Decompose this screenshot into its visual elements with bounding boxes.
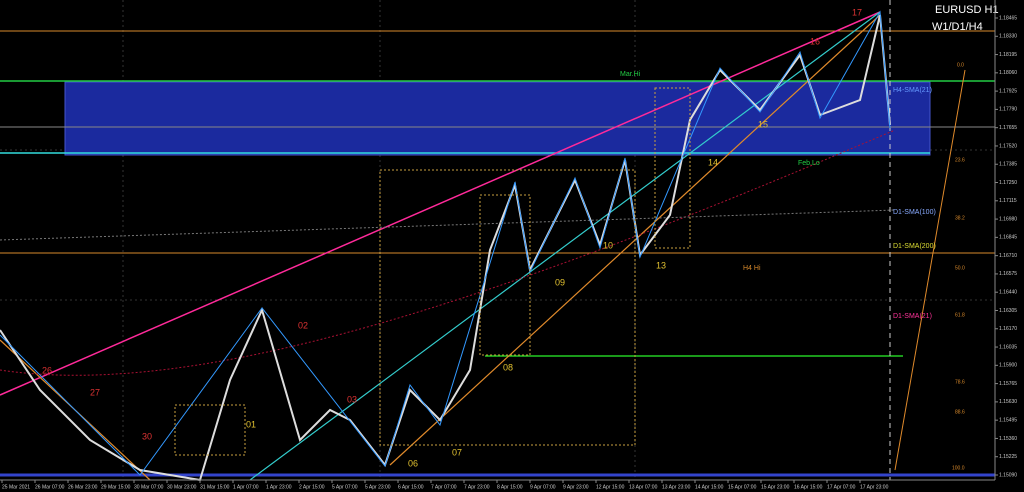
wave-label: 16 [810,36,820,46]
price-label: 1.15225 [999,454,1017,460]
time-label: 15 Apr 07:00 [728,484,757,490]
price-label: 1.18465 [999,15,1017,21]
level-label: D1-SMA(21) [893,313,932,320]
fib-label: 38.2 [955,215,965,221]
wave-label: 08 [503,362,513,372]
price-label: 1.16035 [999,344,1017,350]
fib-label: 88.6 [955,409,965,415]
level-label: D1-SMA(100) [893,209,936,216]
wave-label: 02 [298,320,308,330]
symbol: EURUSD H1 [935,4,999,16]
wave-label: 01 [246,419,256,429]
time-label: 13 Apr 23:00 [662,484,691,490]
price-label: 1.15765 [999,381,1017,387]
time-label: 15 Apr 23:00 [761,484,790,490]
price-label: 1.17115 [999,198,1017,204]
price-path [0,14,891,482]
level-label: H4-SMA(21) [893,87,932,94]
price-label: 1.18060 [999,70,1017,76]
price-label: 1.18195 [999,52,1017,58]
price-label: 1.16440 [999,290,1017,296]
price-label: 1.17655 [999,125,1017,131]
time-label: 26 Mar 23:00 [68,484,98,490]
fib-label: 23.6 [955,157,965,163]
time-label: 9 Apr 23:00 [563,484,589,490]
time-label: 9 Apr 07:00 [530,484,556,490]
price-label: 1.15360 [999,436,1017,442]
time-label: 12 Apr 15:00 [596,484,625,490]
price-label: 1.17790 [999,107,1017,113]
wave-label: 07 [452,447,462,457]
wave-label: 03 [347,394,357,404]
time-label: 7 Apr 07:00 [431,484,457,490]
wave-label: 13 [656,260,666,270]
wave-label: 30 [142,431,152,441]
price-label: 1.15090 [999,472,1017,478]
time-label: 1 Apr 23:00 [266,484,292,490]
price-label: 1.16710 [999,253,1017,259]
wave-label: 27 [90,387,100,397]
wave-label: 10 [603,240,613,250]
time-label: 30 Mar 23:00 [167,484,197,490]
range-box [64,81,931,156]
fib-label: 0.0 [957,62,964,68]
price-label: 1.18330 [999,34,1017,40]
time-label: 5 Apr 23:00 [365,484,391,490]
sma-line [0,129,896,376]
level-label: Feb.Lo [798,160,820,167]
time-label: 30 Mar 07:00 [134,484,164,490]
price-label: 1.16575 [999,271,1017,277]
time-label: 7 Apr 23:00 [464,484,490,490]
time-label: 17 Apr 07:00 [827,484,856,490]
time-label: 13 Apr 07:00 [629,484,658,490]
wave-label: 15 [758,119,768,129]
price-label: 1.17385 [999,162,1017,168]
price-label: 1.16170 [999,326,1017,332]
fib-line [894,69,966,471]
sma-line [0,209,896,241]
price-label: 1.17250 [999,180,1017,186]
time-label: 1 Apr 07:00 [233,484,259,490]
timeframes: W1/D1/H4 [932,21,983,33]
time-label: 25 Mar 2021 [2,484,30,490]
price-label: 1.16980 [999,216,1017,222]
boxes [174,87,691,456]
time-label: 31 Mar 15:00 [200,484,230,490]
wave-label: 06 [408,458,418,468]
price-label: 1.16845 [999,235,1017,241]
trend-line [0,11,881,396]
level-label: H4 Hi [743,265,761,272]
wave-label: 14 [708,157,718,167]
price-label: 1.15630 [999,399,1017,405]
level-label: Mar.Hi [620,71,641,78]
time-label: 17 Apr 23:00 [860,484,889,490]
wave-label: 09 [555,277,565,287]
price-label: 1.15900 [999,363,1017,369]
wave-label: 17 [852,7,862,17]
fib-label: 50.0 [955,265,965,271]
time-label: 29 Mar 15:00 [101,484,131,490]
price-label: 1.17925 [999,88,1017,94]
price-label: 1.16305 [999,308,1017,314]
price-label: 1.17520 [999,143,1017,149]
time-label: 5 Apr 07:00 [332,484,358,490]
fib-label: 78.6 [955,379,965,385]
time-label: 6 Apr 15:00 [398,484,424,490]
fib-label: 61.8 [955,312,965,318]
zigzag [0,10,891,476]
time-label: 8 Apr 15:00 [497,484,523,490]
time-label: 14 Apr 15:00 [695,484,724,490]
time-label: 2 Apr 15:00 [299,484,325,490]
time-label: 26 Mar 07:00 [35,484,65,490]
price-label: 1.15495 [999,417,1017,423]
fib-label: 100.0 [952,465,965,471]
wave-label: 26 [42,365,52,375]
time-label: 16 Apr 15:00 [794,484,823,490]
level-label: D1-SMA(200) [893,243,936,250]
